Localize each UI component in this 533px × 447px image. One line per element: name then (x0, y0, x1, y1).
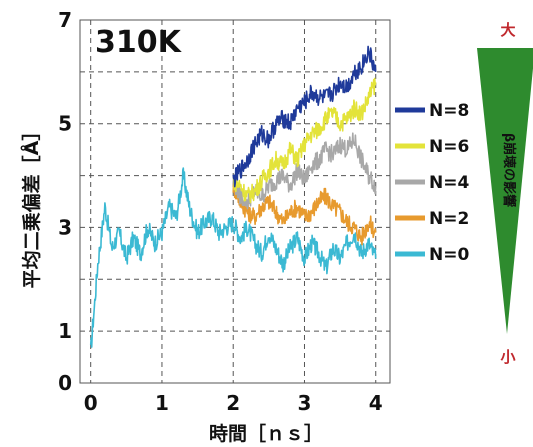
legend-label: N=2 (429, 209, 469, 229)
series-layer (89, 45, 377, 348)
series-line-N-2 (232, 180, 377, 246)
plot-frame (79, 19, 391, 384)
y-tick-labels: 0 1 3 5 7 (58, 8, 72, 395)
x-axis-title: 時間［ｎｓ］ (209, 422, 323, 445)
scale-top-label: 大 (500, 21, 515, 39)
y-tick-label: 7 (58, 8, 72, 32)
legend-label: N=6 (429, 137, 469, 157)
x-tick-label: 3 (298, 391, 312, 415)
legend-label: N=8 (429, 101, 469, 121)
legend-label: N=4 (429, 173, 469, 193)
y-tick-label: 1 (58, 319, 72, 343)
series-line-N-8 (232, 45, 377, 188)
y-tick-label: 3 (58, 215, 72, 239)
x-tick-label: 0 (84, 391, 98, 415)
y-axis-title: 平均二乗偏差［Å］ (19, 122, 43, 289)
series-line-N-6 (232, 77, 377, 204)
chart-title: 310K (95, 25, 183, 60)
x-tick-labels: 0 1 2 3 4 (84, 391, 383, 415)
legend-label: N=0 (429, 245, 469, 265)
scale-triangle (477, 48, 533, 334)
y-tick-label: 5 (58, 112, 72, 136)
x-tick-label: 2 (226, 391, 240, 415)
scale-caption: β崩壊の影響 (501, 133, 517, 207)
series-line-N-0 (89, 167, 377, 348)
grid-lines (80, 20, 390, 383)
legend: N=8 N=6 N=4 N=2 N=0 (395, 101, 469, 265)
x-tick-label: 1 (155, 391, 169, 415)
scale-bottom-label: 小 (500, 348, 515, 366)
x-tick-label: 4 (369, 391, 383, 415)
y-tick-label: 0 (58, 371, 72, 395)
